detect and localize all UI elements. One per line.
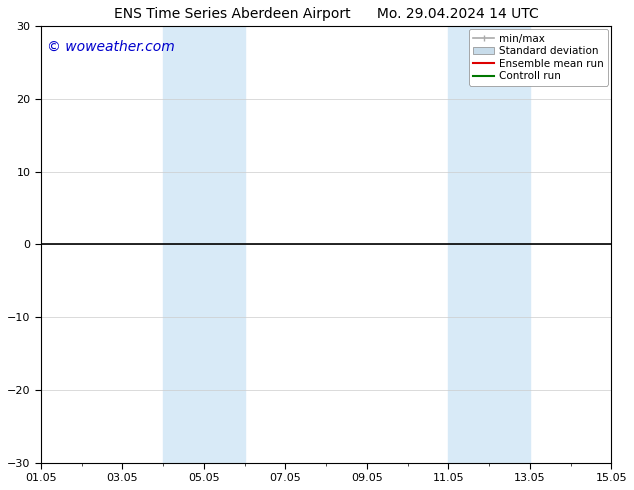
Title: ENS Time Series Aberdeen Airport      Mo. 29.04.2024 14 UTC: ENS Time Series Aberdeen Airport Mo. 29.…: [113, 7, 538, 21]
Legend: min/max, Standard deviation, Ensemble mean run, Controll run: min/max, Standard deviation, Ensemble me…: [469, 29, 608, 86]
Bar: [163, 26, 245, 463]
Text: © woweather.com: © woweather.com: [46, 39, 174, 53]
Bar: [448, 26, 530, 463]
